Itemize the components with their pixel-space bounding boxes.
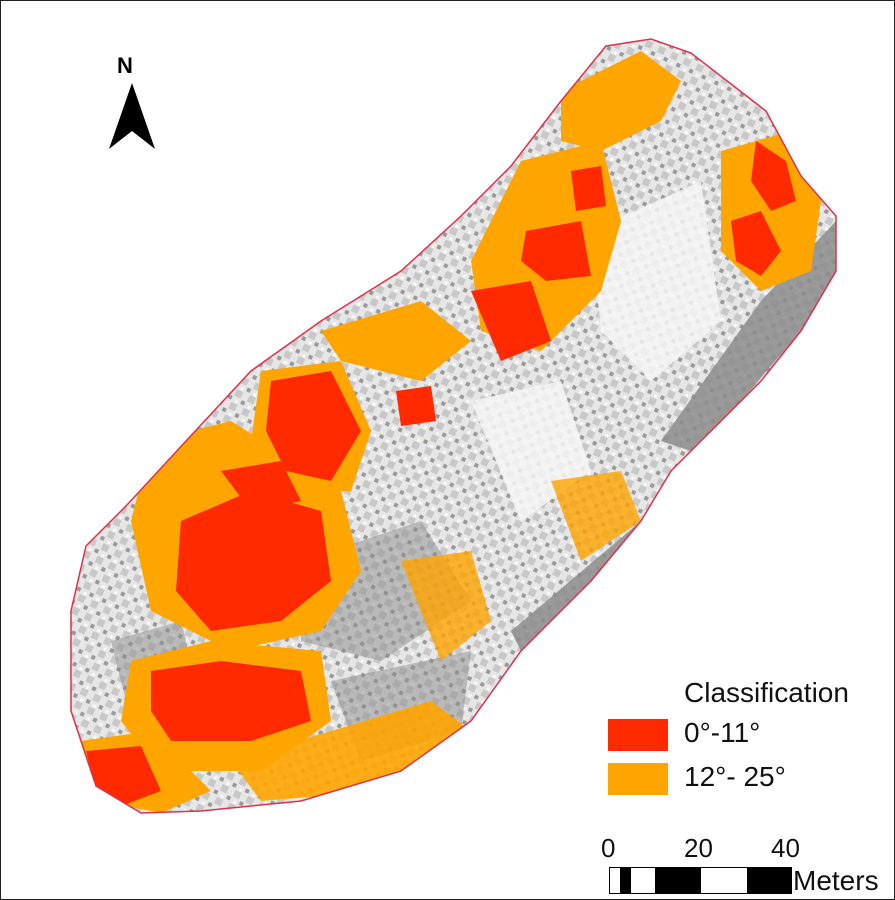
north-label: N bbox=[117, 53, 133, 78]
scale-tick-label: 0 bbox=[601, 833, 616, 863]
legend-swatch-0-11 bbox=[608, 719, 668, 751]
north-arrow-icon bbox=[109, 83, 155, 149]
legend-label: 0°-11° bbox=[684, 717, 761, 748]
legend-swatch-12-25 bbox=[608, 763, 668, 795]
study-area-boundary bbox=[70, 38, 837, 814]
scale-unit-label: Meters bbox=[793, 865, 879, 896]
scale-tick-labels: 0 20 40 bbox=[599, 833, 819, 863]
legend-title: Classification bbox=[684, 677, 849, 708]
legend-label: 12°- 25° bbox=[684, 761, 786, 792]
scale-tick-label: 40 bbox=[771, 833, 800, 863]
scale-tick-label: 20 bbox=[684, 833, 713, 863]
scale-bar bbox=[609, 867, 792, 894]
class-0-11-areas bbox=[86, 141, 796, 806]
